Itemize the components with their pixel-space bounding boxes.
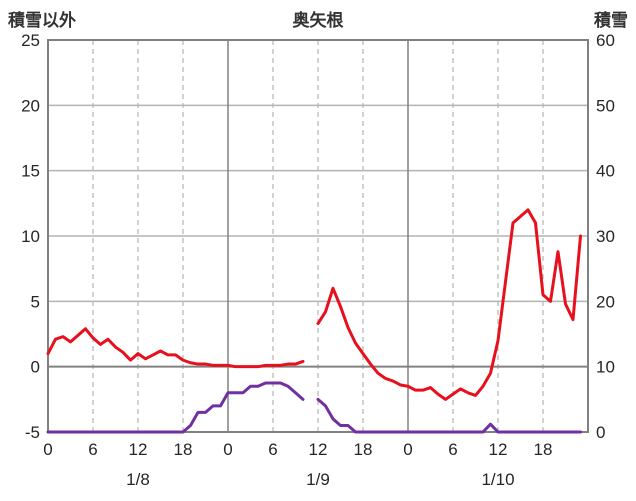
left-axis-title: 積雪以外 — [8, 11, 76, 30]
series-line-left — [46, 327, 305, 369]
plot-frame — [47, 39, 589, 433]
right-axis-tick: 50 — [596, 96, 615, 115]
x-axis-tick: 0 — [43, 440, 52, 459]
left-axis-tick: 25 — [21, 31, 40, 50]
series-line-left — [316, 208, 582, 401]
chart-title: 奥矢根 — [292, 11, 344, 30]
right-axis-tick: 30 — [596, 227, 615, 246]
x-axis-tick: 0 — [403, 440, 412, 459]
right-axis-tick: 10 — [596, 358, 615, 377]
x-axis-tick: 0 — [223, 440, 232, 459]
left-axis-tick: 10 — [21, 227, 40, 246]
date-label: 1/9 — [306, 470, 330, 489]
x-axis-tick: 18 — [354, 440, 373, 459]
right-axis-tick: 20 — [596, 292, 615, 311]
x-axis-tick: 6 — [448, 440, 457, 459]
series-line-right — [316, 397, 582, 434]
date-label: 1/8 — [126, 470, 150, 489]
x-axis-tick: 12 — [489, 440, 508, 459]
left-axis-tick: 20 — [21, 96, 40, 115]
right-axis-tick: 60 — [596, 31, 615, 50]
right-axis-tick: 0 — [596, 423, 605, 442]
left-axis-tick: 5 — [31, 292, 40, 311]
right-axis-title: 積雪 — [594, 11, 628, 30]
x-axis-tick: 6 — [88, 440, 97, 459]
left-axis-tick: 15 — [21, 162, 40, 181]
x-axis-tick: 18 — [174, 440, 193, 459]
right-axis-tick: 40 — [596, 162, 615, 181]
x-axis-tick: 6 — [268, 440, 277, 459]
left-axis-tick: 0 — [31, 358, 40, 377]
series-line-right — [46, 381, 305, 434]
x-axis-tick: 12 — [129, 440, 148, 459]
x-axis-tick: 12 — [309, 440, 328, 459]
date-label: 1/10 — [481, 470, 514, 489]
x-axis-tick: 18 — [534, 440, 553, 459]
left-axis-tick: -5 — [25, 423, 40, 442]
